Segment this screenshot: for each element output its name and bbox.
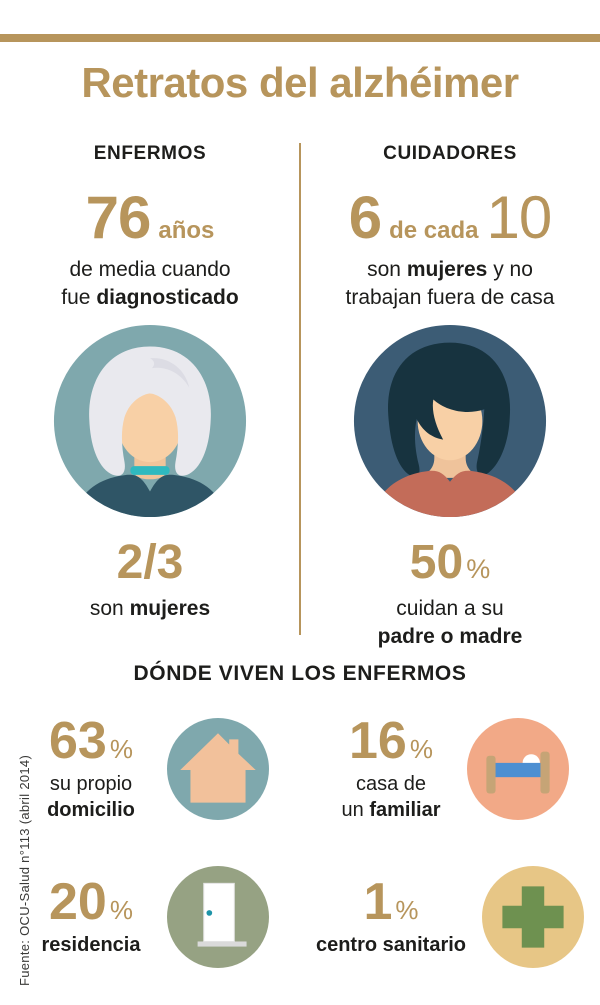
gray-hair: [89, 346, 211, 477]
door-icon: [167, 866, 269, 968]
residence-value: 20%: [31, 876, 151, 928]
health-center-label: centro sanitario: [316, 932, 466, 958]
age-value: 76: [85, 183, 152, 251]
stat-own-home: 63% su propio domicilio: [0, 698, 300, 840]
label-line2-bold: domicilio: [47, 799, 135, 821]
percent-sign: %: [395, 895, 419, 925]
caregiver-woman-illustration: [353, 325, 547, 518]
cross-shape: [502, 886, 564, 948]
face: [117, 385, 183, 463]
medical-cross-icon: [482, 866, 585, 968]
age-unit: años: [158, 216, 215, 244]
label-line2-bold: centro sanitario: [315, 934, 467, 956]
top-rule-bar: [0, 34, 600, 42]
stat-residence: 20% residencia: [0, 846, 300, 988]
cuidadores-count-caption: son mujeres y no trabajan fuera de casa: [310, 256, 590, 311]
bed-post-left: [486, 755, 496, 794]
house-glyph: [167, 718, 269, 820]
page-title: Retratos del alzhéimer: [81, 59, 519, 106]
bed-post-right: [540, 751, 550, 794]
pct-caption-bold: padre o madre: [377, 624, 523, 648]
where-section-title: DÓNDE VIVEN LOS ENFERMOS: [133, 662, 467, 685]
where-stats-grid: 63% su propio domicilio 16% casa de un fam…: [0, 698, 600, 988]
cuidadores-pct-caption: cuidan a su padre o madre: [310, 595, 590, 650]
enfermos-ratio-caption: son mujeres: [10, 595, 290, 623]
section-enfermos: ENFERMOS 76 años de media cuando fue diagn…: [0, 143, 300, 651]
mattress: [494, 762, 542, 778]
percent-sign: %: [409, 734, 433, 764]
column-divider: [299, 143, 301, 635]
elderly-woman-avatar: [52, 323, 248, 519]
percent-sign: %: [109, 734, 133, 764]
age-caption-line2: fue: [61, 285, 97, 309]
door-knob: [206, 910, 213, 916]
stat-value: 1: [363, 873, 393, 931]
stat-value: 63: [49, 712, 107, 770]
terracotta-shirt: [371, 471, 529, 518]
bed-icon: [467, 718, 569, 820]
count-mid: de cada: [389, 216, 479, 244]
stat-health-center: 1% centro sanitario: [300, 846, 600, 988]
pct-value: 50: [409, 536, 464, 590]
door-glyph: [167, 866, 269, 968]
count-value: 6: [348, 183, 382, 251]
count-caption-line2: trabajan fuera de casa: [345, 285, 555, 309]
stat-family-home: 16% casa de un familiar: [300, 698, 600, 840]
stat-value: 16: [349, 712, 407, 770]
enfermos-ratio-stat: 2/3: [0, 539, 300, 587]
count-caption-bold: mujeres: [406, 257, 488, 281]
house-shape: [180, 733, 256, 803]
label-line2-bold: familiar: [369, 799, 441, 821]
caregiver-woman-avatar: [352, 323, 548, 519]
door-threshold: [197, 941, 247, 947]
enfermos-age-stat: 76 años: [0, 183, 300, 251]
dark-hair: [387, 342, 511, 478]
label-line1: casa de: [355, 773, 427, 795]
house-icon: [167, 718, 269, 820]
dark-shirt: [73, 474, 227, 518]
count-caption-suffix: y no: [487, 257, 533, 281]
medical-cross-glyph: [482, 866, 585, 968]
residence-label: residencia: [31, 932, 151, 958]
label-line2-normal: un: [341, 799, 370, 821]
percent-sign: %: [109, 895, 133, 925]
section-cuidadores: CUIDADORES 6 de cada 10 son mujeres y no tr…: [300, 143, 600, 651]
health-center-value: 1%: [316, 876, 466, 928]
stats-columns: ENFERMOS 76 años de media cuando fue diagn…: [0, 143, 600, 651]
cuidadores-header: CUIDADORES: [383, 143, 517, 164]
label-line2-bold: residencia: [41, 934, 141, 956]
bed-glyph: [467, 718, 569, 820]
label-line1: su propio: [49, 773, 133, 795]
choker-necklace: [130, 466, 170, 476]
enfermos-age-caption: de media cuando fue diagnosticado: [10, 256, 290, 311]
age-caption-bold: diagnosticado: [96, 285, 239, 309]
cuidadores-pct-stat: 50%: [300, 539, 600, 587]
pct-caption-line1: cuidan a su: [396, 597, 504, 621]
elderly-woman-illustration: [53, 325, 247, 518]
age-caption-line1: de media cuando: [69, 257, 231, 281]
count-caption-normal: son: [367, 257, 407, 281]
source-credit: Fuente: OCU-Salud n°113 (abril 2014): [17, 754, 32, 986]
ratio-caption-bold: mujeres: [129, 597, 211, 621]
cuidadores-count-stat: 6 de cada 10: [300, 183, 600, 251]
own-home-label: su propio domicilio: [31, 771, 151, 823]
ratio-caption-normal: son: [89, 597, 130, 621]
family-home-label: casa de un familiar: [331, 771, 451, 823]
hair-sheen: [150, 358, 190, 388]
enfermos-header: ENFERMOS: [93, 143, 207, 164]
family-home-value: 16%: [331, 715, 451, 767]
stat-value: 20: [49, 873, 107, 931]
own-home-value: 63%: [31, 715, 151, 767]
percent-sign: %: [466, 554, 491, 585]
count-total: 10: [486, 183, 553, 251]
ratio-value: 2/3: [116, 536, 184, 590]
